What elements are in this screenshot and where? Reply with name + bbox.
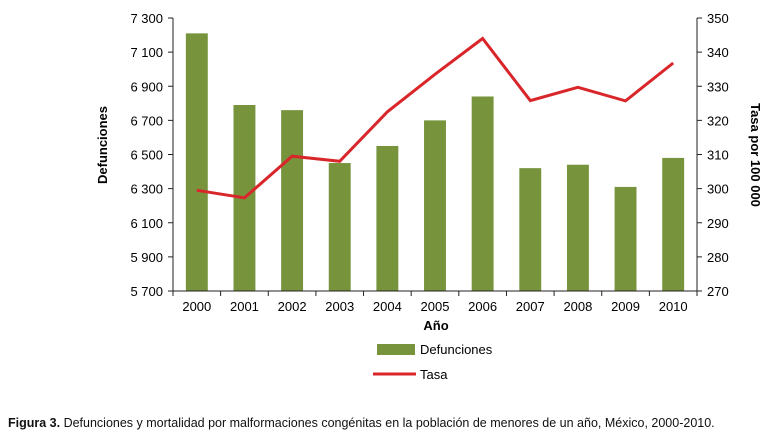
y-right-tick-label: 270 xyxy=(707,284,729,299)
y-right-tick-label: 290 xyxy=(707,216,729,231)
y-left-tick-label: 7 100 xyxy=(130,45,163,60)
combo-chart: 5 700 5 900 6 100 6 300 6 500 6 700 6 900 7 100… xyxy=(95,11,763,382)
y-left-tick-label: 6 100 xyxy=(130,216,163,231)
legend-label-defunciones: Defunciones xyxy=(420,342,493,357)
legend-swatch-defunciones xyxy=(377,344,415,355)
bar-series-defunciones xyxy=(185,33,685,291)
y-right-tick-label: 280 xyxy=(707,250,729,265)
x-tick-label: 2003 xyxy=(325,299,354,314)
axes xyxy=(168,17,702,296)
bar-2000 xyxy=(185,33,208,291)
bar-2004 xyxy=(376,145,399,291)
x-tick-label: 2001 xyxy=(230,299,259,314)
y-left-tick-label: 6 700 xyxy=(130,113,163,128)
caption-text: Defunciones y mortalidad por malformacio… xyxy=(60,416,715,430)
figure-caption: Figura 3. Defunciones y mortalidad por m… xyxy=(8,416,715,430)
x-tick-label: 2002 xyxy=(278,299,307,314)
y-left-tick-label: 7 300 xyxy=(130,11,163,26)
x-tick-label: 2009 xyxy=(611,299,640,314)
y-right-tick-label: 350 xyxy=(707,11,729,26)
y-right-tick-label: 320 xyxy=(707,113,729,128)
x-axis-label: Año xyxy=(423,318,448,333)
y-left-axis-label: Defunciones xyxy=(95,106,110,184)
y-left-tick-label: 5 900 xyxy=(130,250,163,265)
x-tick-label: 2004 xyxy=(373,299,402,314)
x-tick-label: 2000 xyxy=(182,299,211,314)
y-right-axis-label: Tasa por 100 000 xyxy=(748,103,763,207)
line-series-tasa xyxy=(196,36,675,200)
bar-2003 xyxy=(328,163,351,291)
x-tick-label: 2007 xyxy=(516,299,545,314)
bar-2002 xyxy=(281,110,304,291)
y-right-tick-label: 340 xyxy=(707,45,729,60)
x-tick-label: 2005 xyxy=(421,299,450,314)
x-tick-label: 2008 xyxy=(563,299,592,314)
y-left-tick-label: 6 900 xyxy=(130,79,163,94)
bar-2007 xyxy=(519,168,542,291)
legend-label-tasa: Tasa xyxy=(420,367,448,382)
x-tick-labels: 2000 2001 2002 2003 2004 2005 2006 2007 2008 2009… xyxy=(182,299,687,314)
y-right-tick-labels: 270 280 290 300 310 320 330 340 350 xyxy=(707,11,729,299)
tasa-line xyxy=(196,36,675,200)
y-left-tick-label: 6 500 xyxy=(130,148,163,163)
y-left-tick-labels: 5 700 5 900 6 100 6 300 6 500 6 700 6 900 7 100… xyxy=(130,11,163,299)
y-right-tick-label: 310 xyxy=(707,148,729,163)
y-left-tick-label: 6 300 xyxy=(130,182,163,197)
bar-2005 xyxy=(424,120,446,291)
y-right-tick-label: 330 xyxy=(707,79,729,94)
bar-2006 xyxy=(471,96,494,291)
x-tick-label: 2006 xyxy=(468,299,497,314)
y-right-tick-label: 300 xyxy=(707,182,729,197)
bar-2009 xyxy=(614,186,637,291)
caption-label: Figura 3. xyxy=(8,416,61,430)
y-left-tick-label: 5 700 xyxy=(130,284,163,299)
bar-2010 xyxy=(662,157,685,291)
bar-2008 xyxy=(566,164,589,291)
legend: Defunciones Tasa xyxy=(373,342,493,382)
x-tick-label: 2010 xyxy=(659,299,688,314)
